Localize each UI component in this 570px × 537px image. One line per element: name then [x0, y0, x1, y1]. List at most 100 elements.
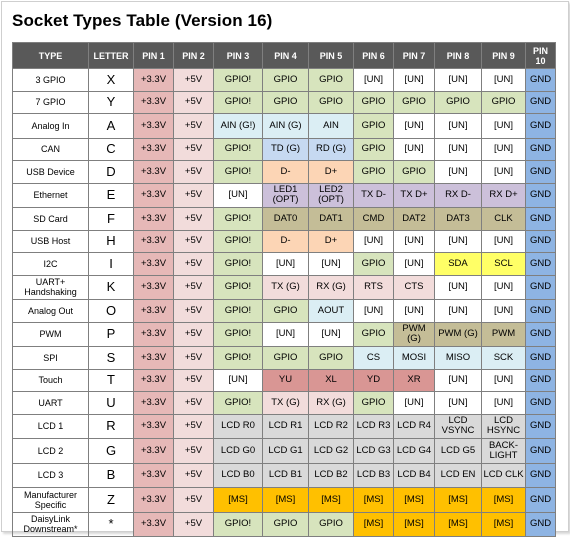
socket-type-cell: I2C — [12, 252, 89, 276]
pin-8-cell: LCD G5 — [434, 438, 482, 464]
pin-6-cell: [UN] — [353, 229, 394, 253]
table-row: USB Host H +3.3V +5V GPIO! D- D+ [UN] [UN] [UN] [U… — [12, 229, 556, 253]
pin-4-cell: [MS] — [262, 487, 309, 513]
pin-9-cell: [MS] — [481, 487, 526, 513]
pin-5-cell: [UN] — [308, 321, 354, 347]
pin-4-cell: GPIO — [262, 68, 309, 92]
pin-1-cell: +3.3V — [133, 368, 174, 392]
pin-3-cell: GPIO! — [213, 321, 263, 347]
socket-type-cell: USB Device — [12, 160, 89, 184]
pin-7-cell: [MS] — [393, 487, 435, 513]
pin-4-cell: TX (G) — [262, 391, 309, 415]
pin-7-cell: LCD B4 — [393, 462, 435, 488]
pin-2-cell: +5V — [173, 252, 214, 276]
pin-6-cell: GPIO — [353, 137, 394, 161]
pin-1-cell: +3.3V — [133, 346, 174, 370]
pin-6-cell: TX D- — [353, 182, 394, 208]
socket-type-cell: USB Host — [12, 229, 89, 253]
pin-5-cell: LCD R2 — [308, 413, 354, 439]
pin-1-cell: +3.3V — [133, 90, 174, 114]
pin-6-cell: GPIO — [353, 391, 394, 415]
pin-7-cell: TX D+ — [393, 182, 435, 208]
pin-2-cell: +5V — [173, 462, 214, 488]
header-cell: PIN 4 — [262, 42, 309, 69]
table-body: 3 GPIO X +3.3V +5V GPIO! GPIO GPIO [UN] [UN] [UN]… — [12, 68, 556, 537]
pin-4-cell: D- — [262, 160, 309, 184]
pin-4-cell: [UN] — [262, 321, 309, 347]
pin-10-cell: GND — [525, 113, 556, 139]
pin-3-cell: LCD B0 — [213, 462, 263, 488]
pin-7-cell: DAT2 — [393, 207, 435, 231]
socket-letter-cell: R — [88, 413, 134, 439]
pin-2-cell: +5V — [173, 207, 214, 231]
pin-9-cell: [UN] — [481, 299, 526, 323]
pin-6-cell: CMD — [353, 207, 394, 231]
pin-6-cell: LCD G3 — [353, 438, 394, 464]
socket-letter-cell: S — [88, 346, 134, 370]
pin-2-cell: +5V — [173, 182, 214, 208]
pin-5-cell: DAT1 — [308, 207, 354, 231]
pin-3-cell: GPIO! — [213, 252, 263, 276]
pin-1-cell: +3.3V — [133, 113, 174, 139]
socket-type-cell: 3 GPIO — [12, 68, 89, 92]
pin-2-cell: +5V — [173, 438, 214, 464]
pin-10-cell: GND — [525, 137, 556, 161]
table-row: LCD 1 R +3.3V +5V LCD R0 LCD R1 LCD R2 LCD R3 LC… — [12, 413, 556, 439]
table-row: SPI S +3.3V +5V GPIO! GPIO GPIO CS MOSI MISO SCK GN… — [12, 346, 556, 370]
pin-2-cell: +5V — [173, 413, 214, 439]
socket-letter-cell: O — [88, 299, 134, 323]
pin-2-cell: +5V — [173, 299, 214, 323]
pin-3-cell: GPIO! — [213, 391, 263, 415]
socket-type-cell: CAN — [12, 137, 89, 161]
header-cell: PIN 10 — [525, 42, 556, 69]
table-row: 7 GPIO Y +3.3V +5V GPIO! GPIO GPIO GPIO GPIO GPIO… — [12, 90, 556, 114]
socket-type-cell: LCD 1 — [12, 413, 89, 439]
table-row: 3 GPIO X +3.3V +5V GPIO! GPIO GPIO [UN] [UN] [UN]… — [12, 68, 556, 92]
socket-type-cell: PWM — [12, 321, 89, 347]
pin-4-cell: GPIO — [262, 346, 309, 370]
pin-1-cell: +3.3V — [133, 274, 174, 300]
socket-letter-cell: P — [88, 321, 134, 347]
pin-5-cell: RX (G) — [308, 274, 354, 300]
pin-4-cell: GPIO — [262, 299, 309, 323]
pin-3-cell: GPIO! — [213, 274, 263, 300]
pin-7-cell: LCD R4 — [393, 413, 435, 439]
pin-1-cell: +3.3V — [133, 299, 174, 323]
pin-7-cell: [UN] — [393, 229, 435, 253]
pin-9-cell: PWM — [481, 321, 526, 347]
pin-6-cell: GPIO — [353, 90, 394, 114]
pin-7-cell: [UN] — [393, 68, 435, 92]
table-row: SD Card F +3.3V +5V GPIO! DAT0 DAT1 CMD DAT2 DAT3… — [12, 207, 556, 231]
pin-6-cell: [MS] — [353, 487, 394, 513]
pin-10-cell: GND — [525, 299, 556, 323]
pin-1-cell: +3.3V — [133, 207, 174, 231]
pin-8-cell: [UN] — [434, 137, 482, 161]
socket-letter-cell: Y — [88, 90, 134, 114]
pin-1-cell: +3.3V — [133, 321, 174, 347]
header-cell: PIN 1 — [133, 42, 174, 69]
pin-5-cell: GPIO — [308, 90, 354, 114]
pin-5-cell: [UN] — [308, 252, 354, 276]
pin-6-cell: GPIO — [353, 252, 394, 276]
pin-7-cell: GPIO — [393, 90, 435, 114]
pin-3-cell: GPIO! — [213, 160, 263, 184]
table-row: LCD 3 B +3.3V +5V LCD B0 LCD B1 LCD B2 LCD B3 LC… — [12, 462, 556, 488]
pin-4-cell: LCD G1 — [262, 438, 309, 464]
pin-7-cell: [UN] — [393, 113, 435, 139]
pin-1-cell: +3.3V — [133, 182, 174, 208]
pin-10-cell: GND — [525, 487, 556, 513]
table-row: Ethernet E +3.3V +5V [UN] LED1 (OPT) LED2 (OPT… — [12, 182, 556, 208]
pin-9-cell: RX D+ — [481, 182, 526, 208]
socket-type-cell: Touch — [12, 368, 89, 392]
pin-8-cell: [UN] — [434, 113, 482, 139]
pin-6-cell: [UN] — [353, 68, 394, 92]
pin-1-cell: +3.3V — [133, 229, 174, 253]
pin-9-cell: [UN] — [481, 68, 526, 92]
pin-3-cell: LCD G0 — [213, 438, 263, 464]
pin-7-cell: [UN] — [393, 252, 435, 276]
pin-6-cell: CS — [353, 346, 394, 370]
pin-5-cell: [MS] — [308, 487, 354, 513]
header-cell: PIN 8 — [434, 42, 482, 69]
pin-9-cell: BACK- LIGHT — [481, 438, 526, 464]
pin-4-cell: D- — [262, 229, 309, 253]
